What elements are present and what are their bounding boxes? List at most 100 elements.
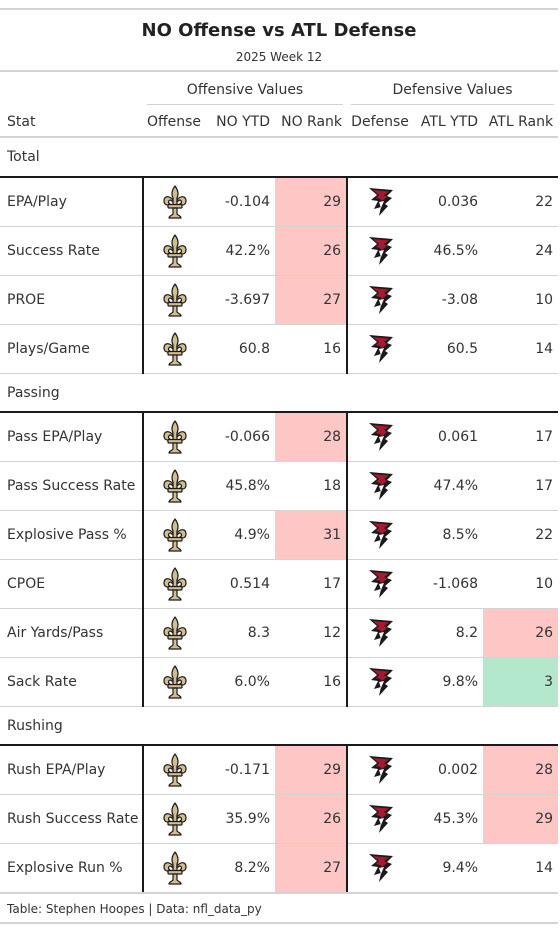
stat-name-cell: Explosive Pass % <box>0 510 144 560</box>
no-ytd-cell: 4.9% <box>205 510 275 560</box>
no-ytd-cell: -3.697 <box>205 275 275 325</box>
stat-name-cell: Explosive Run % <box>0 843 144 894</box>
col-header-defense: Defense <box>347 105 414 138</box>
no-rank-cell: 17 <box>275 559 349 609</box>
atl-rank-cell: 14 <box>483 843 559 894</box>
table-subtitle: 2025 Week 12 <box>235 50 323 64</box>
stat-name-cell: Pass EPA/Play <box>0 412 144 462</box>
no-rank-cell: 29 <box>275 177 349 227</box>
offensive-values-spanner: Offensive Values <box>143 72 347 105</box>
col-header-stat: Stat <box>0 105 143 138</box>
no-ytd-cell: -0.104 <box>205 177 275 227</box>
table-row: EPA/Play -0.104 29 0.036 22 <box>0 177 559 227</box>
saints-fleur-de-lis-icon <box>143 177 205 227</box>
no-ytd-cell: -0.171 <box>205 745 275 795</box>
no-rank-cell: 26 <box>275 226 349 276</box>
no-ytd-cell: 42.2% <box>205 226 275 276</box>
atl-ytd-cell: -1.068 <box>413 559 484 609</box>
atl-rank-cell: 22 <box>483 177 559 227</box>
table-body: Total EPA/Play -0.104 29 0.036 22 Success Rate… <box>0 137 559 894</box>
stat-name-cell: Pass Success Rate <box>0 461 144 511</box>
group-row-passing: Passing <box>0 373 559 413</box>
table-row: Air Yards/Pass 8.3 12 8.2 26 <box>0 608 559 658</box>
falcons-logo-icon <box>347 461 414 511</box>
col-header-atl-ytd: ATL YTD <box>413 105 484 138</box>
col-header-atl-rank: ATL Rank <box>483 105 559 138</box>
saints-fleur-de-lis-icon <box>143 794 205 844</box>
table-row: Explosive Run % 8.2% 27 9.4% 14 <box>0 843 559 894</box>
table-row: Rush Success Rate 35.9% 26 45.3% 29 <box>0 794 559 844</box>
atl-rank-cell: 3 <box>483 657 559 707</box>
falcons-logo-icon <box>347 226 414 276</box>
saints-fleur-de-lis-icon <box>143 461 205 511</box>
saints-fleur-de-lis-icon <box>143 657 205 707</box>
no-ytd-cell: 6.0% <box>205 657 275 707</box>
defensive-values-spanner: Defensive Values <box>347 72 558 105</box>
title-rule <box>0 70 558 72</box>
stat-name-cell: CPOE <box>0 559 144 609</box>
group-row-rushing: Rushing <box>0 706 559 746</box>
col-header-no-rank: NO Rank <box>275 105 348 138</box>
atl-rank-cell: 22 <box>483 510 559 560</box>
atl-ytd-cell: 8.2 <box>413 608 484 658</box>
stat-name-cell: PROE <box>0 275 144 325</box>
bottom-rule <box>0 922 558 924</box>
table-row: Plays/Game 60.8 16 60.5 14 <box>0 324 559 374</box>
no-rank-cell: 27 <box>275 275 349 325</box>
atl-rank-cell: 10 <box>483 559 559 609</box>
atl-rank-cell: 10 <box>483 275 559 325</box>
no-ytd-cell: 45.8% <box>205 461 275 511</box>
saints-fleur-de-lis-icon <box>143 324 205 374</box>
atl-ytd-cell: 47.4% <box>413 461 484 511</box>
falcons-logo-icon <box>347 324 414 374</box>
saints-fleur-de-lis-icon <box>143 559 205 609</box>
no-rank-cell: 29 <box>275 745 349 795</box>
no-rank-cell: 31 <box>275 510 349 560</box>
no-rank-cell: 12 <box>275 608 349 658</box>
stat-name-cell: Success Rate <box>0 226 144 276</box>
no-ytd-cell: 60.8 <box>205 324 275 374</box>
atl-ytd-cell: 0.036 <box>413 177 484 227</box>
atl-rank-cell: 17 <box>483 461 559 511</box>
top-rule <box>0 8 558 10</box>
atl-rank-cell: 29 <box>483 794 559 844</box>
falcons-logo-icon <box>347 510 414 560</box>
saints-fleur-de-lis-icon <box>143 226 205 276</box>
no-ytd-cell: 8.3 <box>205 608 275 658</box>
saints-fleur-de-lis-icon <box>143 275 205 325</box>
group-label: Total <box>0 137 559 178</box>
group-label: Passing <box>0 373 559 413</box>
no-rank-cell: 16 <box>275 657 349 707</box>
atl-ytd-cell: 9.8% <box>413 657 484 707</box>
falcons-logo-icon <box>347 608 414 658</box>
stat-name-cell: Air Yards/Pass <box>0 608 144 658</box>
no-rank-cell: 27 <box>275 843 349 894</box>
saints-fleur-de-lis-icon <box>143 608 205 658</box>
atl-rank-cell: 14 <box>483 324 559 374</box>
table-row: CPOE 0.514 17 -1.068 10 <box>0 559 559 609</box>
atl-ytd-cell: 46.5% <box>413 226 484 276</box>
falcons-logo-icon <box>347 657 414 707</box>
saints-fleur-de-lis-icon <box>143 745 205 795</box>
falcons-logo-icon <box>347 559 414 609</box>
spanner-row: Offensive Values Defensive Values <box>0 72 558 105</box>
saints-fleur-de-lis-icon <box>143 510 205 560</box>
atl-ytd-cell: 0.002 <box>413 745 484 795</box>
saints-fleur-de-lis-icon <box>143 843 205 894</box>
no-rank-cell: 18 <box>275 461 349 511</box>
matchup-table: Offensive Values Defensive Values Stat O… <box>0 72 559 894</box>
table-row: Sack Rate 6.0% 16 9.8% 3 <box>0 657 559 707</box>
table-row: Pass Success Rate 45.8% 18 47.4% 17 <box>0 461 559 511</box>
atl-ytd-cell: 45.3% <box>413 794 484 844</box>
atl-rank-cell: 24 <box>483 226 559 276</box>
atl-rank-cell: 28 <box>483 745 559 795</box>
table-row: Pass EPA/Play -0.066 28 0.061 17 <box>0 412 559 462</box>
falcons-logo-icon <box>347 412 414 462</box>
source-note: Table: Stephen Hoopes | Data: nfl_data_p… <box>7 902 262 916</box>
falcons-logo-icon <box>347 177 414 227</box>
table-title: NO Offense vs ATL Defense <box>141 20 417 41</box>
stat-name-cell: Sack Rate <box>0 657 144 707</box>
falcons-logo-icon <box>347 843 414 894</box>
table-row: Success Rate 42.2% 26 46.5% 24 <box>0 226 559 276</box>
stat-table-card: NO Offense vs ATL Defense 2025 Week 12 O… <box>0 8 559 924</box>
